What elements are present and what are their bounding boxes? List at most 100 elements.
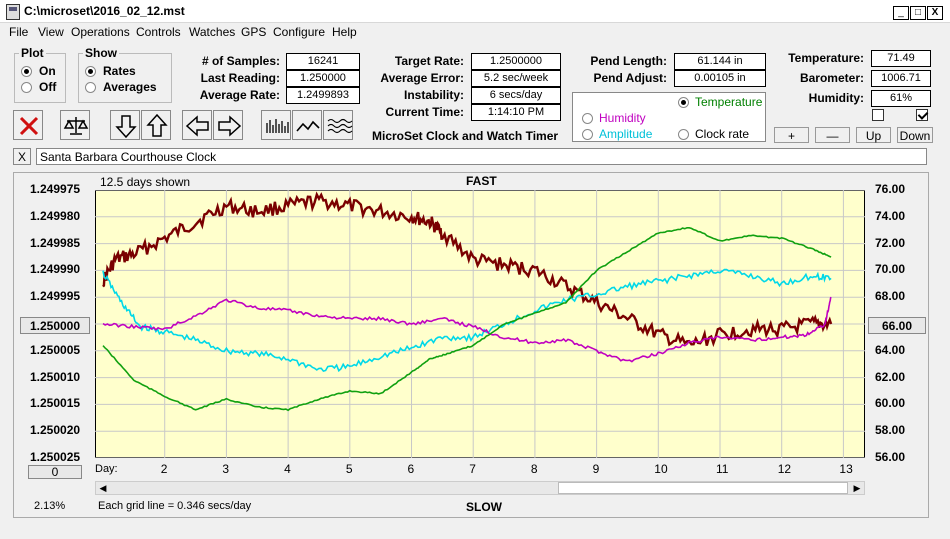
- humidity-radio[interactable]: [582, 113, 593, 124]
- left-axis-tick: 1.250020: [30, 423, 81, 438]
- menu-operations[interactable]: Operations: [71, 25, 130, 39]
- menu-file[interactable]: File: [9, 25, 29, 39]
- menu-view[interactable]: View: [38, 25, 64, 39]
- arrow-right-icon: [218, 115, 242, 137]
- left-button[interactable]: [182, 110, 212, 140]
- clear-button[interactable]: [13, 110, 43, 140]
- target-rate-field: 1.2500000: [471, 53, 561, 70]
- scale-down-button[interactable]: Down: [897, 127, 933, 143]
- clock-rate-radio[interactable]: [678, 129, 689, 140]
- scroll-left-icon[interactable]: ◀: [99, 483, 107, 493]
- x-axis-tick: 9: [592, 462, 600, 476]
- temperature-field: 71.49: [871, 50, 931, 67]
- arrow-left-icon: [185, 115, 209, 137]
- app-icon: [6, 4, 20, 20]
- humidity-label: Humidity:: [808, 91, 864, 105]
- right-value-box[interactable]: 66.00: [868, 317, 926, 334]
- x-axis-tick: 6: [407, 462, 415, 476]
- average-error-field: 5.2 sec/week: [471, 70, 561, 87]
- left-axis-tick: 1.249990: [30, 262, 81, 277]
- menu-help[interactable]: Help: [332, 25, 357, 39]
- plot-off-radio[interactable]: [21, 82, 32, 93]
- temperature-radio[interactable]: [678, 97, 689, 108]
- current-time-field: 1:14:10 PM: [471, 104, 561, 121]
- series-temperature-line: [102, 226, 832, 412]
- close-button[interactable]: X: [927, 6, 943, 20]
- barometer-field: 1006.71: [871, 70, 931, 87]
- down-button[interactable]: [110, 110, 140, 140]
- clear-icon: [19, 116, 39, 136]
- scale-up-button[interactable]: Up: [856, 127, 891, 143]
- menu-configure[interactable]: Configure: [273, 25, 326, 39]
- right-button[interactable]: [213, 110, 243, 140]
- right-axis-tick: 72.00: [875, 235, 906, 250]
- bars-icon: [266, 119, 289, 133]
- waves-icon: [327, 118, 353, 134]
- clock-close-button[interactable]: X: [13, 148, 31, 165]
- horizontal-scrollbar[interactable]: ◀ ▶: [95, 481, 865, 495]
- menu-controls[interactable]: Controls: [136, 25, 181, 39]
- show-averages-radio[interactable]: [85, 82, 96, 93]
- show-rates-radio[interactable]: [85, 66, 96, 77]
- scroll-thumb[interactable]: [558, 482, 848, 494]
- up-button[interactable]: [141, 110, 171, 140]
- left-value-box[interactable]: 1.250000: [20, 317, 90, 334]
- plot-on-radio[interactable]: [21, 66, 32, 77]
- left-axis-tick: 1.250025: [30, 450, 81, 464]
- right-axis-tick: 62.00: [875, 369, 906, 384]
- left-axis-tick: 1.250015: [30, 396, 81, 411]
- line-button[interactable]: [292, 110, 322, 140]
- last-reading-label: Last Reading:: [200, 71, 280, 85]
- minimize-button[interactable]: _: [893, 6, 909, 20]
- temperature-label: Temperature:: [788, 51, 864, 65]
- x-axis-label: Day:: [95, 463, 118, 475]
- plot-off-label: Off: [39, 80, 57, 94]
- plot-on-label: On: [39, 64, 56, 78]
- amplitude-radio[interactable]: [582, 129, 593, 140]
- show-rates-label: Rates: [103, 64, 136, 78]
- average-error-label: Average Error:: [380, 71, 464, 85]
- x-axis-tick: 4: [284, 462, 291, 476]
- instability-label: Instability:: [403, 88, 464, 102]
- slow-label: SLOW: [466, 500, 502, 514]
- last-reading-field: 1.250000: [286, 70, 360, 87]
- arrow-down-icon: [115, 115, 137, 139]
- average-rate-label: Average Rate:: [199, 88, 280, 102]
- instability-field: 6 secs/day: [471, 87, 561, 104]
- plot-group-legend: Plot: [19, 46, 46, 60]
- env-checkbox-1[interactable]: [872, 109, 884, 121]
- x-axis-tick: 7: [469, 462, 476, 476]
- maximize-button[interactable]: □: [910, 6, 926, 20]
- left-bottom-box[interactable]: 0: [28, 465, 82, 479]
- target-rate-label: Target Rate:: [394, 54, 464, 68]
- balance-icon: [63, 117, 89, 135]
- scroll-right-icon[interactable]: ▶: [853, 483, 861, 493]
- right-axis-tick: 60.00: [875, 396, 906, 411]
- line-icon: [296, 120, 320, 132]
- percent-label: 2.13%: [34, 500, 66, 512]
- scale-plus-button[interactable]: +: [774, 127, 809, 143]
- clock-name-field[interactable]: Santa Barbara Courthouse Clock: [36, 148, 927, 165]
- arrow-up-icon: [146, 113, 168, 137]
- balance-button[interactable]: [60, 110, 90, 140]
- menu-gps[interactable]: GPS: [241, 25, 267, 39]
- waves-button[interactable]: [323, 110, 353, 140]
- series-humidity-line: [102, 296, 832, 363]
- right-axis-tick: 76.00: [875, 182, 906, 196]
- bars-button[interactable]: [261, 110, 291, 140]
- x-axis-tick: 3: [222, 462, 230, 476]
- scale-minus-button[interactable]: —: [815, 127, 850, 143]
- pend-length-field: 61.144 in: [674, 53, 766, 70]
- x-axis-tick: 10: [654, 462, 668, 476]
- fast-label: FAST: [466, 174, 497, 188]
- menu-watches[interactable]: Watches: [189, 25, 236, 39]
- x-axis-tick: 2: [160, 462, 168, 476]
- right-axis-tick: 56.00: [875, 450, 906, 464]
- x-axis-tick: 13: [839, 462, 853, 476]
- env-checkbox-2[interactable]: [916, 109, 928, 121]
- app-caption: MicroSet Clock and Watch Timer: [372, 129, 559, 143]
- left-axis-tick: 1.249980: [30, 208, 81, 223]
- left-axis-tick: 1.250010: [30, 369, 81, 384]
- humidity-option-label: Humidity: [599, 111, 646, 125]
- show-group: [78, 53, 172, 103]
